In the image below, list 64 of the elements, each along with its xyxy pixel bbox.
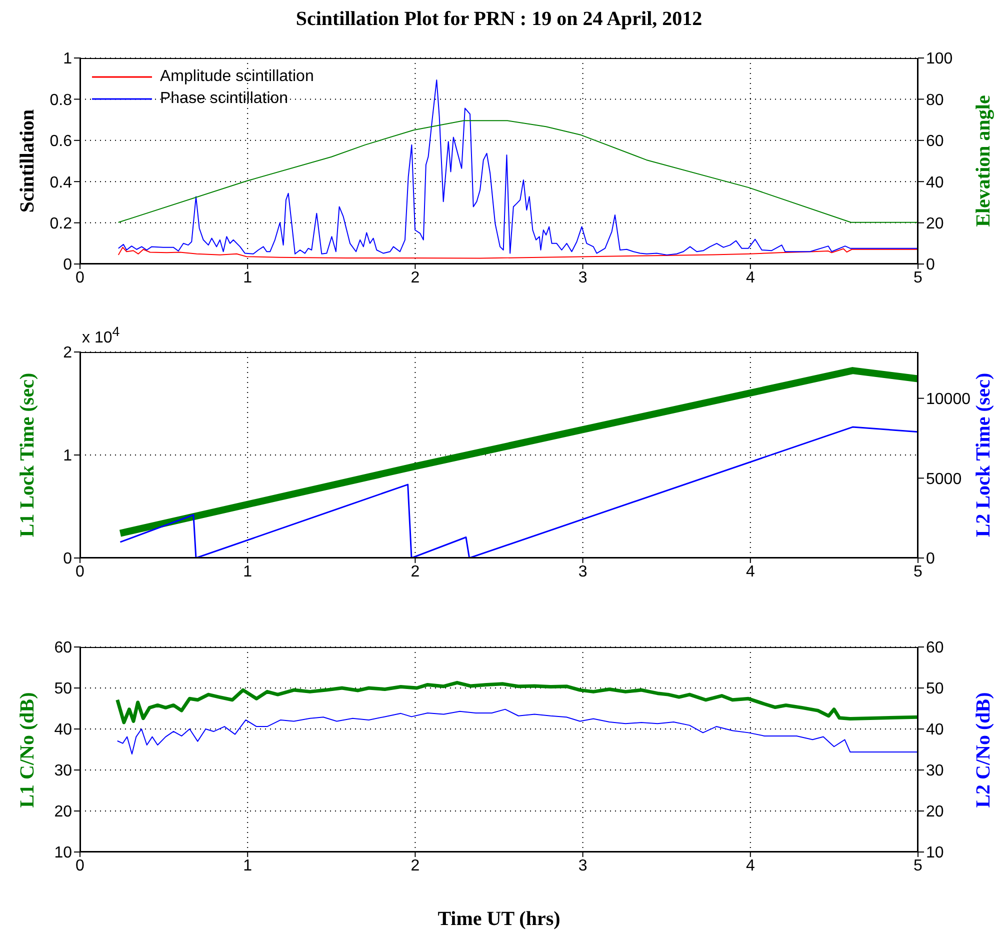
x-tick-label: 1 bbox=[243, 563, 252, 580]
line-series bbox=[118, 246, 918, 259]
line-series bbox=[116, 708, 918, 755]
legend-label: Phase scintillation bbox=[160, 89, 288, 109]
y-tick-label: 0 bbox=[63, 550, 72, 568]
x-tick-label: 5 bbox=[914, 269, 923, 286]
y2-tick-label: 10000 bbox=[926, 390, 971, 408]
y-tick-label: 40 bbox=[54, 722, 72, 739]
x-tick-label: 2 bbox=[410, 269, 420, 286]
x-tick-label: 3 bbox=[578, 857, 588, 874]
x-tick-label: 4 bbox=[746, 563, 755, 580]
x-axis-title: Time UT (hrs) bbox=[436, 908, 562, 931]
y2-tick-label: 5000 bbox=[926, 470, 962, 488]
y2-tick-label: 50 bbox=[926, 680, 944, 698]
y-tick-label: 20 bbox=[54, 804, 72, 821]
y-tick-label: 0 bbox=[63, 256, 72, 274]
y2-tick-label: 40 bbox=[926, 174, 944, 192]
y-tick-label: 0.6 bbox=[50, 133, 72, 150]
chart-title: Scintillation Plot for PRN : 19 on 24 April, 2012 bbox=[294, 8, 704, 31]
x-tick-label: 1 bbox=[243, 269, 252, 286]
y2-tick-label: 80 bbox=[926, 92, 944, 109]
x-tick-label: 0 bbox=[76, 269, 85, 286]
y2-tick-label: 60 bbox=[926, 640, 944, 657]
line-series bbox=[118, 120, 918, 223]
x-tick-label: 5 bbox=[914, 857, 923, 874]
y-tick-label: 1 bbox=[63, 50, 72, 68]
x-tick-label: 0 bbox=[76, 857, 85, 874]
y2-tick-label: 60 bbox=[926, 133, 944, 150]
y-tick-label: 30 bbox=[54, 762, 72, 780]
line-series bbox=[119, 426, 918, 558]
y2-axis-title: L2 Lock Time (sec) bbox=[972, 372, 996, 538]
x-tick-label: 4 bbox=[746, 857, 755, 874]
legend-label: Amplitude scintillation bbox=[160, 67, 314, 87]
y-tick-label: 0.8 bbox=[50, 92, 72, 109]
x-tick-label: 0 bbox=[76, 563, 85, 580]
y-tick-label: 50 bbox=[54, 680, 72, 698]
x-tick-label: 3 bbox=[578, 269, 588, 286]
y2-axis-title: Elevation angle bbox=[972, 95, 996, 227]
x-tick-label: 5 bbox=[914, 563, 923, 580]
line-series bbox=[116, 680, 918, 724]
y-tick-label: 1 bbox=[63, 448, 72, 465]
x-tick-label: 4 bbox=[746, 269, 755, 286]
y-axis-title: L1 Lock Time (sec) bbox=[16, 372, 40, 538]
x-tick-label: 2 bbox=[410, 857, 420, 874]
x-tick-label: 2 bbox=[410, 563, 420, 580]
y-tick-label: 0.4 bbox=[50, 174, 72, 192]
y2-tick-label: 0 bbox=[926, 550, 935, 568]
y-axis-title: L1 C/No (dB) bbox=[16, 692, 40, 808]
text: x 10$^{4}$ bbox=[82, 324, 120, 348]
y2-tick-label: 30 bbox=[926, 762, 944, 780]
y2-tick-label: 20 bbox=[926, 215, 944, 232]
x-tick-label: 1 bbox=[243, 857, 252, 874]
y2-tick-label: 100 bbox=[926, 50, 953, 68]
y2-tick-label: 0 bbox=[926, 256, 935, 274]
y-axis-title: Scintillation bbox=[16, 109, 40, 213]
y2-tick-label: 10 bbox=[926, 844, 944, 862]
y2-tick-label: 20 bbox=[926, 804, 944, 821]
x-tick-label: 3 bbox=[578, 563, 588, 580]
y-tick-label: 60 bbox=[54, 640, 72, 657]
y-tick-label: 2 bbox=[63, 344, 72, 362]
y2-tick-label: 40 bbox=[926, 722, 944, 739]
y-tick-label: 0.2 bbox=[50, 215, 72, 232]
y2-axis-title: L2 C/No (dB) bbox=[972, 692, 996, 808]
y-tick-label: 10 bbox=[54, 844, 72, 862]
